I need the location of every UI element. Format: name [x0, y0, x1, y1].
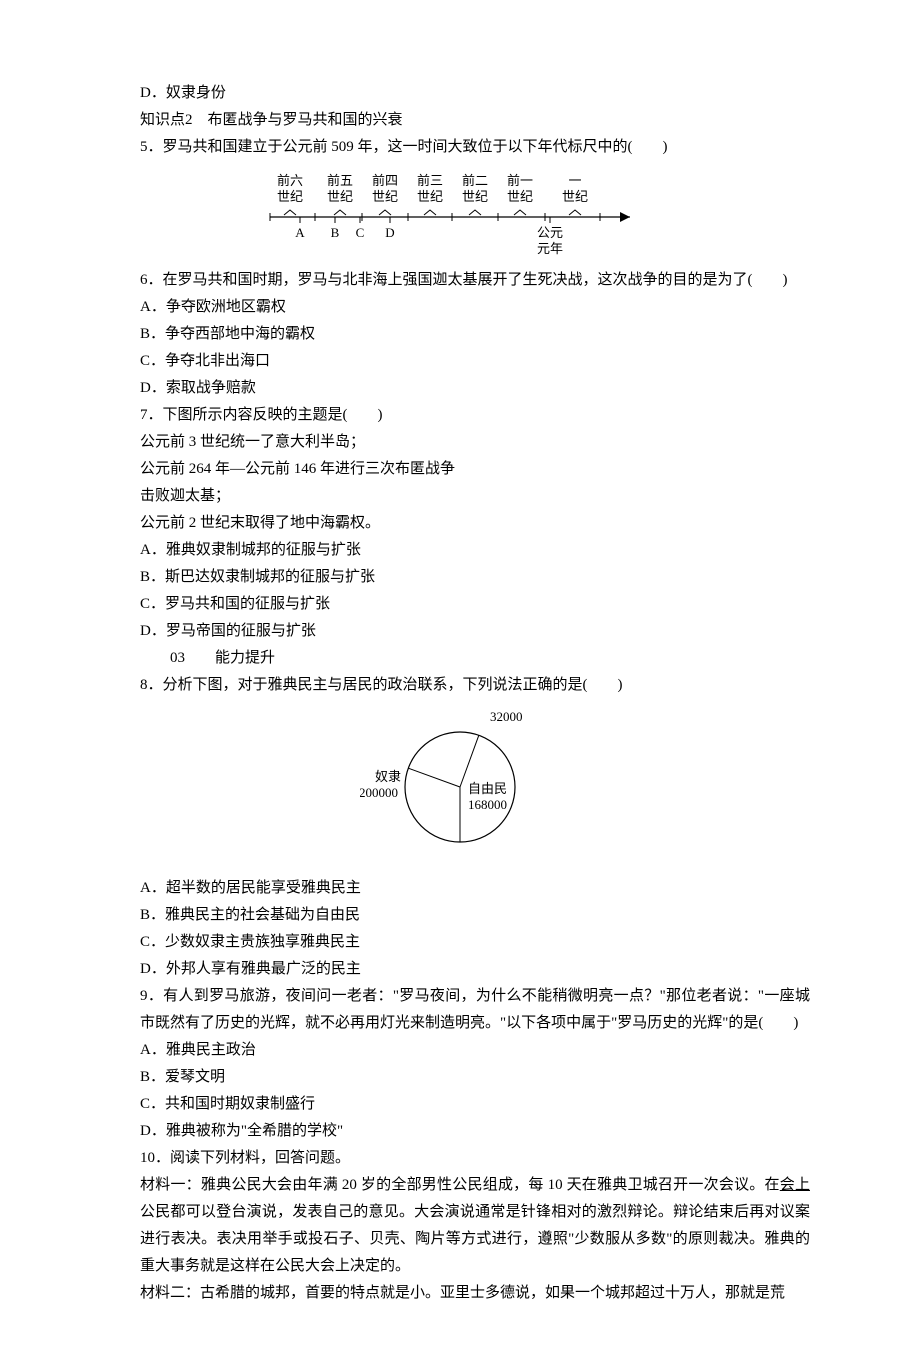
- question-9: 9．有人到罗马旅游，夜间问一老者："罗马夜间，为什么不能稍微明亮一点？"那位老者…: [110, 983, 810, 1037]
- question-6: 6．在罗马共和国时期，罗马与北非海上强国迦太基展开了生死决战，这次战争的目的是为…: [110, 267, 810, 294]
- question-7: 7．下图所示内容反映的主题是( ): [110, 402, 810, 429]
- q7-option-d: D．罗马帝国的征服与扩张: [110, 618, 810, 645]
- q7-box-line4: 公元前 2 世纪末取得了地中海霸权。: [110, 510, 810, 537]
- svg-text:前五: 前五: [327, 173, 353, 188]
- svg-text:世纪: 世纪: [562, 189, 588, 204]
- q7-option-a: A．雅典奴隶制城邦的征服与扩张: [110, 537, 810, 564]
- q8-option-c: C．少数奴隶主贵族独享雅典民主: [110, 929, 810, 956]
- knowledge-point-2: 知识点2 布匿战争与罗马共和国的兴衰: [110, 107, 810, 134]
- svg-text:前二: 前二: [462, 173, 488, 188]
- q10-material-2: 材料二：古希腊的城邦，首要的特点就是小。亚里士多德说，如果一个城邦超过十万人，那…: [110, 1280, 810, 1307]
- svg-text:外邦人: 外邦人: [485, 707, 524, 708]
- svg-text:D: D: [385, 225, 394, 240]
- q9-option-a: A．雅典民主政治: [110, 1037, 810, 1064]
- svg-text:前六: 前六: [277, 173, 303, 188]
- section-03-title: 03 能力提升: [110, 645, 810, 672]
- svg-text:C: C: [356, 225, 365, 240]
- q7-option-b: B．斯巴达奴隶制城邦的征服与扩张: [110, 564, 810, 591]
- pie-figure: 外邦人32000 奴隶200000 自由民168000: [110, 707, 810, 867]
- q8-option-d: D．外邦人享有雅典最广泛的民主: [110, 956, 810, 983]
- svg-text:世纪: 世纪: [372, 189, 398, 204]
- q8-option-a: A．超半数的居民能享受雅典民主: [110, 875, 810, 902]
- q6-option-d: D．索取战争赔款: [110, 375, 810, 402]
- svg-text:世纪: 世纪: [462, 189, 488, 204]
- svg-text:世纪: 世纪: [277, 189, 303, 204]
- q6-option-c: C．争夺北非出海口: [110, 348, 810, 375]
- q7-box-line2: 公元前 264 年—公元前 146 年进行三次布匿战争: [110, 456, 810, 483]
- q9-option-b: B．爱琴文明: [110, 1064, 810, 1091]
- q10-m1-part-c: 公民都可以登台演说，发表自己的意见。大会演说通常是针锋相对的激烈辩论。辩论结束后…: [140, 1204, 810, 1274]
- svg-text:世纪: 世纪: [507, 189, 533, 204]
- q4-option-d: D．奴隶身份: [110, 80, 810, 107]
- q7-option-c: C．罗马共和国的征服与扩张: [110, 591, 810, 618]
- svg-text:奴隶: 奴隶: [375, 769, 401, 784]
- q7-box-line3: 击败迦太基；: [110, 483, 810, 510]
- q6-option-b: B．争夺西部地中海的霸权: [110, 321, 810, 348]
- question-5: 5．罗马共和国建立于公元前 509 年，这一时间大致位于以下年代标尺中的( ): [110, 134, 810, 161]
- svg-text:168000: 168000: [468, 797, 507, 812]
- svg-text:世纪: 世纪: [327, 189, 353, 204]
- question-8: 8．分析下图，对于雅典民主与居民的政治联系，下列说法正确的是( ): [110, 672, 810, 699]
- svg-text:A: A: [295, 225, 305, 240]
- svg-text:前四: 前四: [372, 173, 398, 188]
- svg-text:200000: 200000: [360, 785, 398, 800]
- q9-option-c: C．共和国时期奴隶制盛行: [110, 1091, 810, 1118]
- svg-text:B: B: [331, 225, 340, 240]
- q9-option-d: D．雅典被称为"全希腊的学校": [110, 1118, 810, 1145]
- question-10: 10．阅读下列材料，回答问题。: [110, 1145, 810, 1172]
- q10-material-1: 材料一：雅典公民大会由年满 20 岁的全部男性公民组成，每 10 天在雅典卫城召…: [110, 1172, 810, 1280]
- q8-option-b: B．雅典民主的社会基础为自由民: [110, 902, 810, 929]
- svg-text:世纪: 世纪: [417, 189, 443, 204]
- svg-text:公元: 公元: [537, 225, 563, 240]
- svg-text:前三: 前三: [417, 173, 443, 188]
- svg-text:一: 一: [568, 173, 581, 188]
- svg-text:元年: 元年: [537, 241, 563, 256]
- q10-m1-underline: 会上: [780, 1177, 810, 1193]
- timeline-figure: 前六世纪前五世纪前四世纪前三世纪前二世纪前一世纪一世纪ABCD公元元年: [110, 169, 810, 259]
- svg-text:前一: 前一: [507, 173, 533, 188]
- q7-box-line1: 公元前 3 世纪统一了意大利半岛；: [110, 429, 810, 456]
- svg-text:自由民: 自由民: [468, 781, 507, 796]
- svg-text:32000: 32000: [490, 709, 523, 724]
- q10-m1-part-a: 材料一：雅典公民大会由年满 20 岁的全部男性公民组成，每 10 天在雅典卫城召…: [140, 1177, 780, 1193]
- q6-option-a: A．争夺欧洲地区霸权: [110, 294, 810, 321]
